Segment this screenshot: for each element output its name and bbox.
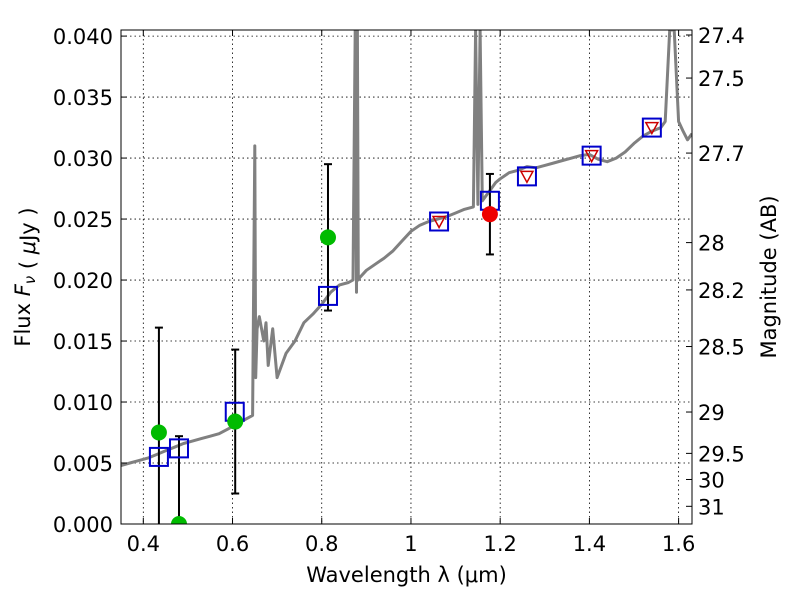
observed-flux-point [319,229,336,246]
right-tick-label: 27.4 [698,24,745,48]
y-tick-label: 0.025 [53,208,113,232]
y-tick-label: 0.000 [53,513,113,537]
y-axis-label: Flux Fν ( μJy ) [11,207,40,346]
observed-flux-point [150,424,167,441]
red-triangle-marker [644,121,660,136]
x-tick-label: 0.4 [127,532,160,556]
red-triangle-marker [431,215,447,230]
x-axis-label: Wavelength λ (μm) [306,563,507,587]
x-tick-label: 1.6 [662,532,695,556]
observed-flux-point [170,516,187,524]
detection-point [481,206,498,223]
red-triangle-marker [519,170,535,184]
right-tick-label: 28.5 [698,336,745,360]
y-tick-label: 0.010 [53,391,113,415]
right-tick-label: 27.7 [698,142,745,166]
model-photometry-square [148,446,169,467]
plot-frame [120,29,693,525]
model-photometry-square [429,211,450,232]
y-tick-label: 0.040 [53,25,113,49]
x-tick-label: 1.2 [483,532,516,556]
y-tick-label: 0.020 [53,269,113,293]
model-photometry-square [168,438,189,459]
model-photometry-square [581,145,602,166]
y-tick-label: 0.005 [53,452,113,476]
right-tick-label: 31 [698,495,725,519]
observed-flux-point [227,413,244,430]
x-tick-label: 1.4 [573,532,606,556]
plot-area [121,30,692,524]
y-tick-label: 0.015 [53,330,113,354]
right-tick-label: 27.5 [698,67,745,91]
right-tick-label: 28.2 [698,279,745,303]
model-photometry-square [641,117,662,138]
model-photometry-square [317,285,338,306]
x-tick-label: 0.8 [305,532,338,556]
grid [121,30,692,525]
right-tick-label: 28 [698,232,725,256]
x-tick-label: 0.6 [216,532,249,556]
right-tick-label: 29.5 [698,442,745,466]
model-sed-line [121,30,692,467]
red-triangle-marker [584,149,599,164]
right-tick-label: 29 [698,401,725,425]
y-tick-label: 0.035 [53,86,113,110]
axis-ticks: 0.4 0.6 0.8 1 1.2 1.4 1.6 0.000 0.005 0.010 0.015 0… [53,24,745,556]
right-tick-label: 30 [698,468,725,492]
model-photometry-square [516,166,537,187]
y-tick-label: 0.030 [53,147,113,171]
x-tick-label: 1 [404,532,417,556]
right-axis-label: Magnitude (AB) [757,195,781,358]
